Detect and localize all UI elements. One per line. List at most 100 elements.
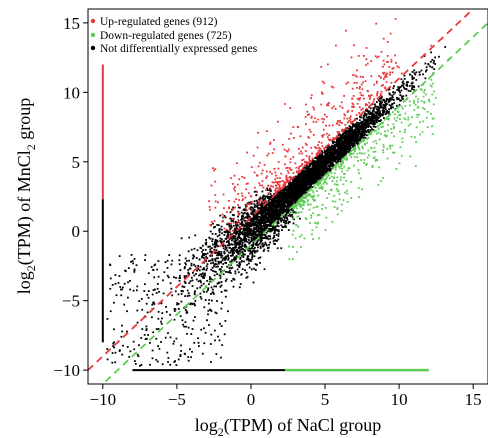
- point-not-de: [203, 267, 205, 269]
- point-not-de: [263, 201, 265, 204]
- point-not-de: [394, 91, 396, 94]
- point-not-de: [253, 200, 256, 203]
- point-not-de: [401, 81, 404, 84]
- point-not-de: [250, 220, 253, 222]
- point-not-de: [306, 178, 309, 180]
- point-not-de: [361, 129, 364, 131]
- point-not-de: [371, 119, 374, 121]
- point-not-de: [359, 122, 361, 125]
- point-not-de: [411, 84, 414, 87]
- point-not-de: [117, 282, 120, 284]
- point-not-de: [336, 145, 338, 147]
- point-not-de: [237, 242, 239, 244]
- point-not-de: [222, 263, 225, 265]
- point-not-de: [229, 260, 232, 263]
- point-not-de: [376, 116, 379, 119]
- point-not-de: [220, 241, 222, 244]
- point-not-de: [270, 215, 272, 217]
- point-not-de: [290, 185, 293, 188]
- point-not-de: [192, 257, 194, 260]
- point-not-de: [213, 241, 216, 244]
- point-not-de: [347, 138, 349, 141]
- point-not-de: [259, 245, 262, 248]
- point-not-de: [363, 131, 366, 134]
- point-not-de: [248, 234, 251, 236]
- point-not-de: [297, 194, 299, 197]
- point-not-de: [302, 189, 305, 191]
- point-not-de: [208, 260, 210, 262]
- point-not-de: [310, 173, 313, 176]
- point-not-de: [250, 268, 253, 271]
- point-not-de: [231, 266, 234, 269]
- point-not-de: [249, 224, 251, 227]
- point-not-de: [151, 303, 154, 306]
- point-not-de: [242, 233, 244, 236]
- point-not-de: [288, 187, 290, 190]
- point-not-de: [376, 117, 379, 120]
- point-not-de: [241, 216, 243, 218]
- point-not-de: [316, 158, 319, 160]
- point-not-de: [231, 252, 234, 255]
- point-not-de: [403, 87, 406, 90]
- point-not-de: [363, 115, 366, 118]
- point-not-de: [278, 200, 281, 202]
- point-not-de: [343, 131, 346, 133]
- point-not-de: [311, 159, 314, 162]
- point-not-de: [306, 164, 308, 167]
- point-not-de: [353, 139, 356, 141]
- point-not-de: [286, 189, 289, 192]
- point-not-de: [254, 204, 257, 207]
- point-not-de: [330, 146, 333, 149]
- point-not-de: [292, 181, 295, 184]
- point-not-de: [376, 101, 378, 103]
- point-not-de: [286, 202, 289, 204]
- point-not-de: [273, 215, 275, 218]
- point-not-de: [121, 330, 124, 333]
- point-not-de: [226, 231, 229, 233]
- point-not-de: [331, 151, 334, 154]
- point-not-de: [251, 244, 253, 246]
- point-not-de: [382, 107, 385, 109]
- point-not-de: [290, 182, 292, 185]
- point-not-de: [328, 168, 331, 171]
- point-not-de: [317, 159, 320, 162]
- point-not-de: [282, 190, 285, 193]
- point-not-de: [335, 139, 338, 142]
- point-not-de: [344, 129, 347, 132]
- point-not-de: [393, 102, 396, 104]
- point-not-de: [349, 131, 351, 134]
- point-not-de: [283, 191, 286, 194]
- point-not-de: [245, 227, 247, 230]
- point-not-de: [356, 124, 359, 127]
- point-not-de: [270, 203, 273, 206]
- point-not-de: [273, 234, 276, 237]
- point-not-de: [253, 251, 256, 254]
- point-not-de: [362, 118, 365, 120]
- point-not-de: [400, 89, 403, 92]
- point-not-de: [268, 243, 270, 246]
- point-not-de: [302, 173, 304, 176]
- point-not-de: [296, 185, 299, 188]
- point-not-de: [281, 210, 284, 212]
- point-not-de: [225, 241, 228, 243]
- point-not-de: [229, 251, 232, 254]
- point-not-de: [314, 157, 316, 159]
- point-not-de: [346, 137, 349, 139]
- point-not-de: [250, 234, 253, 237]
- point-not-de: [420, 69, 423, 72]
- point-not-de: [334, 152, 337, 155]
- point-not-de: [320, 168, 323, 170]
- point-not-de: [295, 198, 298, 201]
- point-not-de: [240, 246, 242, 248]
- point-not-de: [295, 201, 297, 204]
- point-not-de: [302, 185, 304, 187]
- point-not-de: [219, 237, 222, 240]
- point-not-de: [236, 249, 239, 251]
- point-not-de: [328, 164, 331, 167]
- point-not-de: [205, 242, 208, 244]
- point-not-de: [247, 215, 250, 218]
- point-not-de: [305, 178, 308, 180]
- point-not-de: [317, 165, 320, 168]
- point-not-de: [200, 275, 203, 278]
- point-not-de: [337, 159, 339, 161]
